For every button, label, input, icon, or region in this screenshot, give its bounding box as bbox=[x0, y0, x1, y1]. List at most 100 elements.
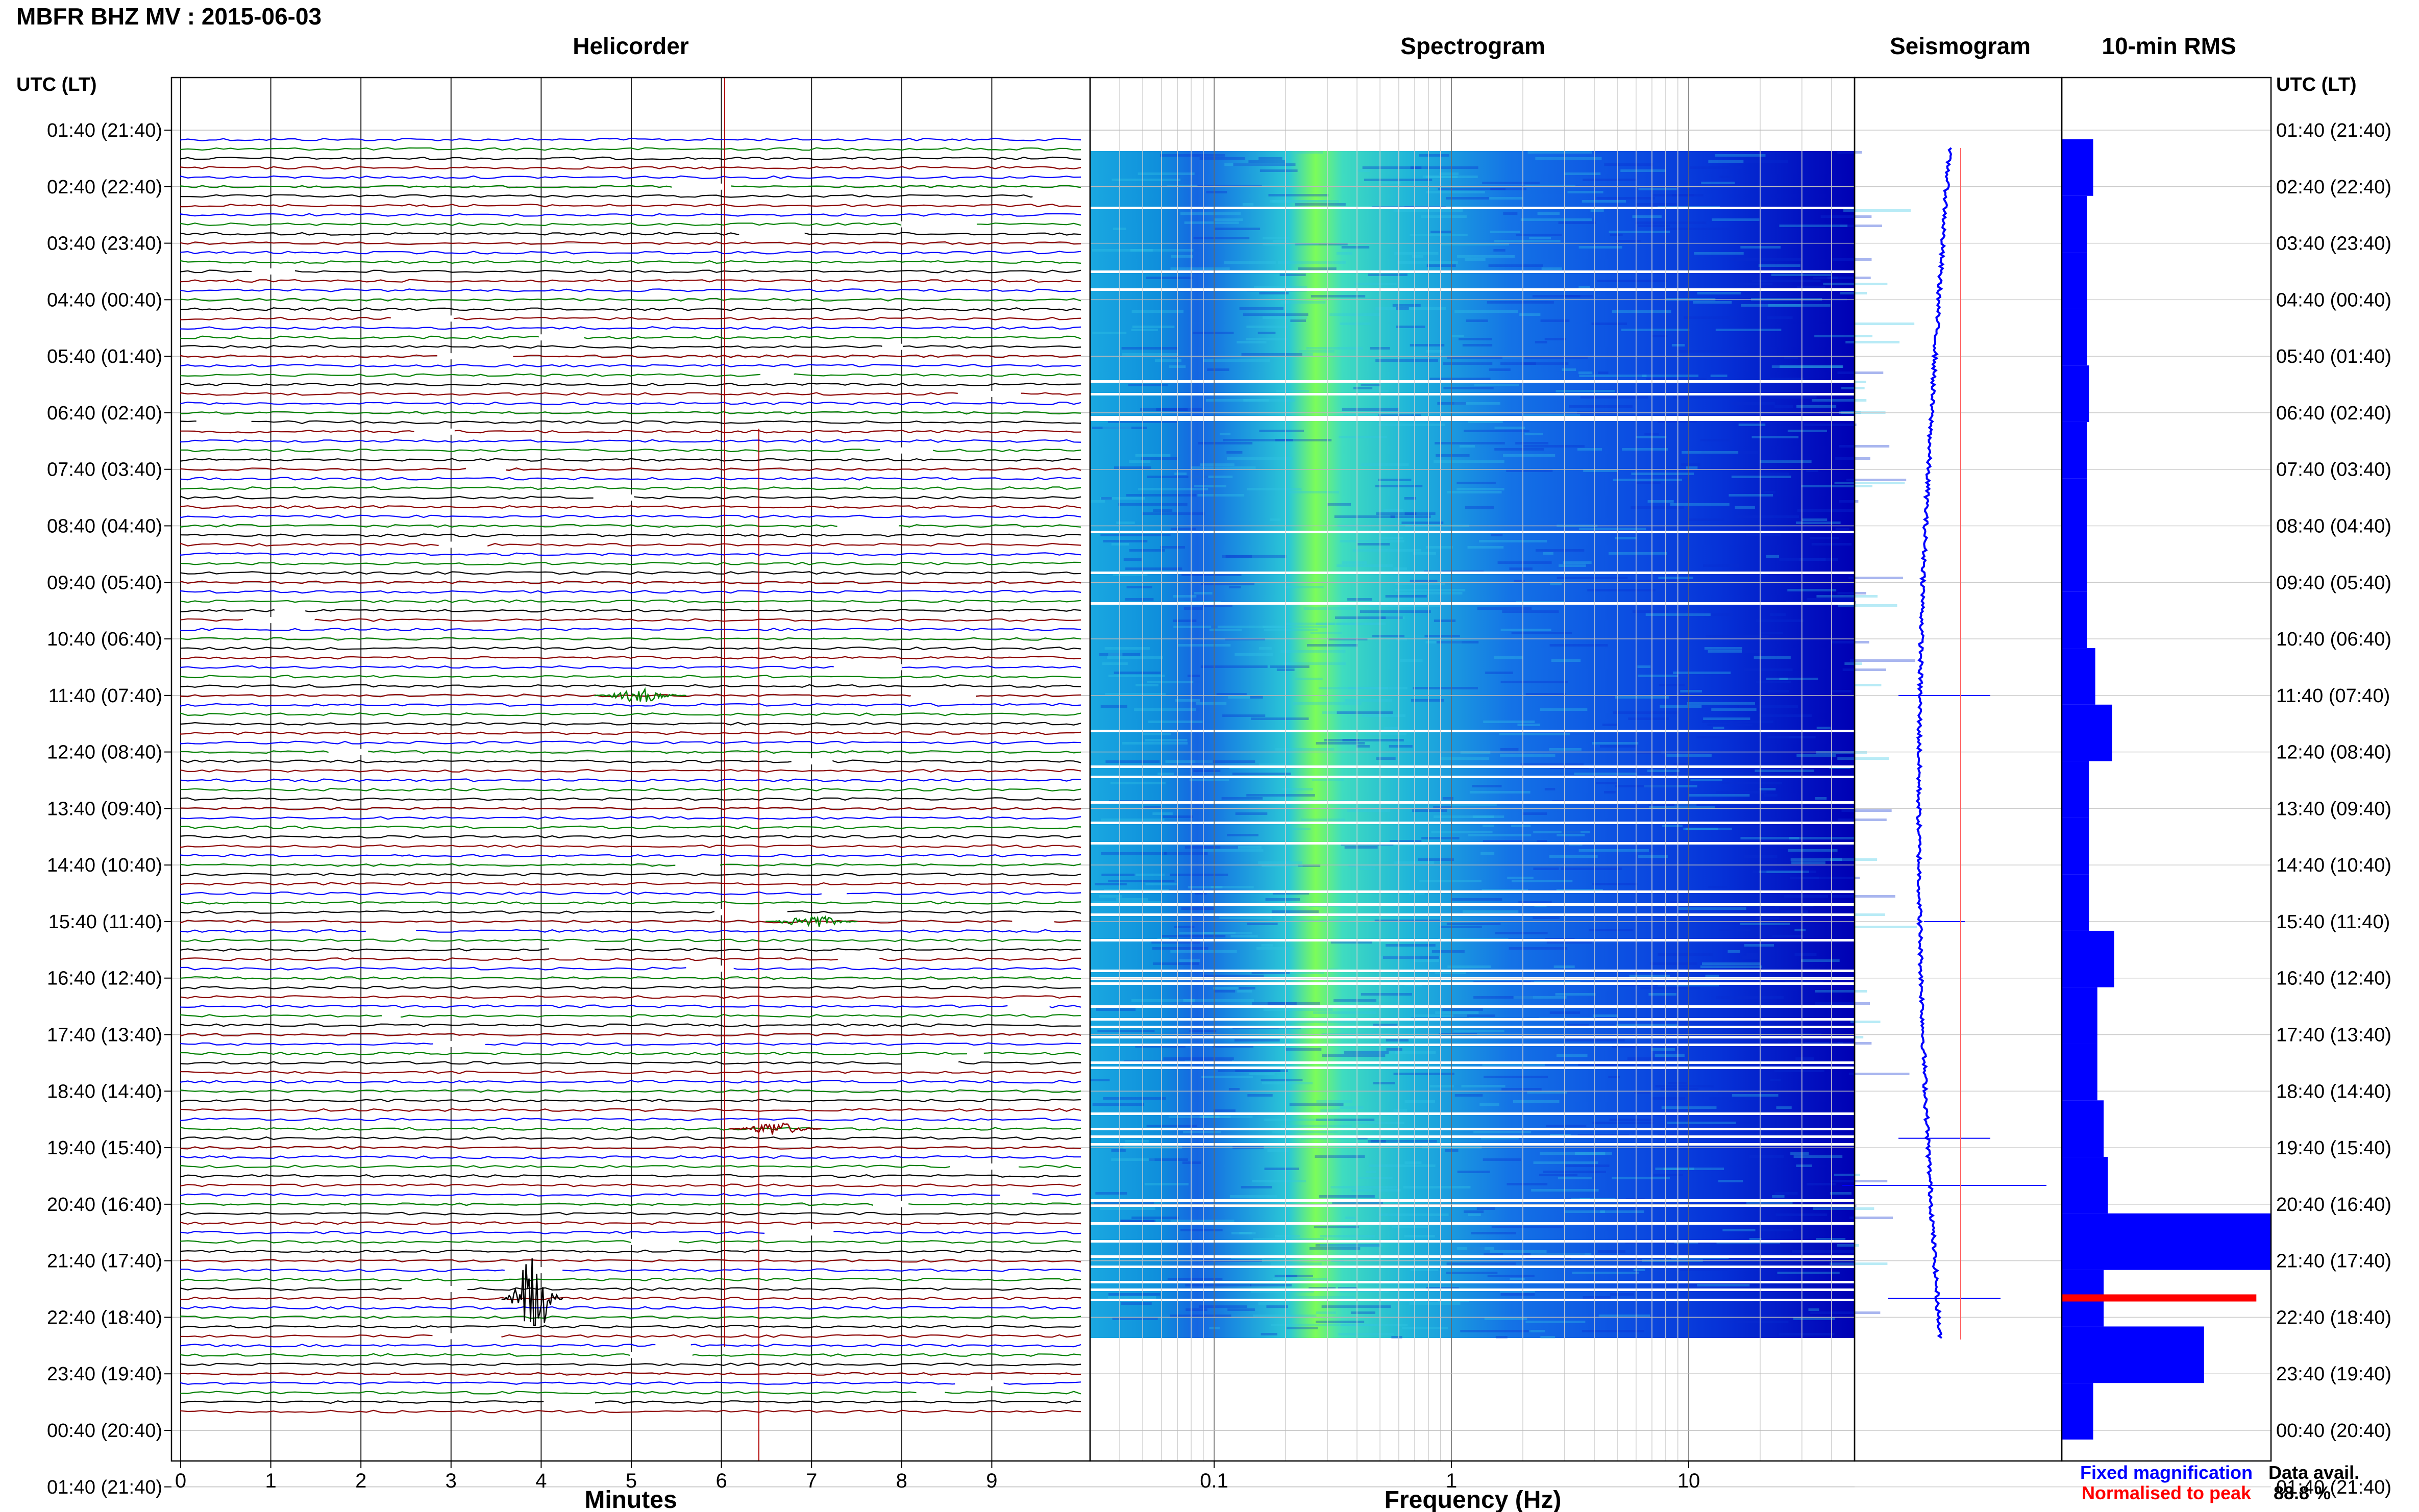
spectrogram-texture bbox=[1131, 329, 1158, 331]
spectrogram-texture bbox=[1391, 1226, 1428, 1228]
time-label-left: 21:40 (17:40) bbox=[47, 1251, 162, 1272]
spectrogram-texture bbox=[1467, 546, 1504, 549]
spectrogram-texture bbox=[1790, 1152, 1809, 1155]
spectrogram-texture bbox=[1751, 280, 1767, 282]
spectrogram-texture bbox=[1457, 1171, 1490, 1173]
spectrogram-texture bbox=[1207, 368, 1229, 371]
spectrogram-texture bbox=[1611, 1177, 1670, 1179]
helicorder-xlabel: Minutes bbox=[584, 1486, 677, 1512]
spectrogram-texture bbox=[1567, 191, 1603, 193]
spectrogram-texture bbox=[1683, 828, 1732, 830]
spectrogram-texture bbox=[1336, 623, 1386, 625]
spectrogram-texture bbox=[1426, 1287, 1459, 1290]
spectrogram-texture bbox=[1272, 892, 1310, 895]
spectrogram-texture bbox=[1114, 466, 1151, 469]
rms-bar bbox=[2062, 591, 2087, 649]
spectrogram-texture bbox=[1273, 240, 1290, 242]
spectrogram-texture bbox=[1472, 785, 1502, 787]
spectrogram-texture bbox=[1152, 947, 1208, 950]
helicorder-data-gap bbox=[833, 664, 902, 671]
spectrogram-texture bbox=[1295, 678, 1323, 680]
spectrogram-texture bbox=[1799, 558, 1826, 561]
helicorder-trace bbox=[180, 1259, 1081, 1263]
rms-bar bbox=[2062, 309, 2087, 366]
spectrogram-texture bbox=[1638, 855, 1668, 858]
spectrogram-texture bbox=[1688, 794, 1750, 797]
spectrogram-texture bbox=[1670, 901, 1693, 904]
spectrogram-texture bbox=[1787, 589, 1837, 591]
spectrogram-texture bbox=[1513, 1100, 1560, 1103]
spectrogram-texture bbox=[1295, 203, 1346, 206]
spectrogram-texture bbox=[1195, 892, 1207, 895]
fixed-magnification-label: Fixed magnification bbox=[2080, 1462, 2253, 1483]
spectrogram-texture bbox=[1522, 1253, 1585, 1256]
spectrogram-texture bbox=[1220, 433, 1231, 435]
spectrogram-texture bbox=[1830, 858, 1878, 861]
spectrogram-texture bbox=[1230, 935, 1258, 937]
time-label-left: 14:40 (10:40) bbox=[47, 855, 162, 876]
right-axis-label: UTC (LT) bbox=[2276, 74, 2357, 95]
spectrogram-texture bbox=[1116, 522, 1135, 524]
spectrogram-texture bbox=[1393, 1073, 1454, 1075]
spectrogram-texture bbox=[1823, 283, 1888, 285]
spectrogram-texture bbox=[1260, 169, 1298, 172]
spectrogram-texture bbox=[1540, 1336, 1556, 1339]
spectrogram-texture bbox=[1170, 267, 1230, 270]
helicorder-event bbox=[501, 1258, 563, 1327]
spectrogram-texture bbox=[1376, 512, 1417, 515]
helicorder-trace bbox=[180, 1211, 1081, 1216]
spectrogram-texture bbox=[1511, 632, 1572, 634]
spectrogram-texture bbox=[1283, 662, 1346, 665]
spectrogram-texture bbox=[1678, 350, 1747, 353]
spectrogram-texture bbox=[1671, 344, 1685, 346]
spectrogram-texture bbox=[1648, 993, 1677, 996]
time-label-left: 16:40 (12:40) bbox=[47, 968, 162, 989]
spectrogram-texture bbox=[1249, 1073, 1275, 1075]
spectrogram-texture bbox=[1222, 555, 1287, 558]
helicorder-trace bbox=[180, 1381, 1081, 1385]
spectrogram-texture bbox=[1391, 1336, 1402, 1339]
spectrogram-texture bbox=[1628, 717, 1669, 720]
spectrogram-texture bbox=[1389, 745, 1413, 748]
helicorder-trace bbox=[180, 430, 1081, 434]
spectrogram-texture bbox=[1653, 1174, 1684, 1176]
spectrogram-texture bbox=[1649, 806, 1715, 809]
helicorder-trace bbox=[180, 590, 1081, 594]
helicorder-data-gap bbox=[549, 947, 595, 953]
spectrogram-texture bbox=[1112, 179, 1181, 181]
helicorder-data-gap bbox=[949, 1163, 1019, 1170]
rms-bar bbox=[2062, 817, 2089, 875]
spectrogram-texture bbox=[1830, 1262, 1888, 1265]
time-label-left: 03:40 (23:40) bbox=[47, 233, 162, 255]
spectrogram-texture bbox=[1816, 727, 1831, 729]
spectrogram-texture bbox=[1523, 840, 1537, 842]
spectrogram-texture bbox=[1506, 469, 1553, 472]
spectrogram-texture bbox=[1384, 727, 1399, 729]
helicorder-data-gap bbox=[791, 758, 833, 765]
spectrogram-texture bbox=[1830, 1192, 1852, 1195]
helicorder-data-gap bbox=[967, 1050, 984, 1057]
spectrogram-texture bbox=[1689, 518, 1724, 521]
spectrogram-gap bbox=[1090, 380, 1855, 383]
spectrogram-texture bbox=[1831, 895, 1895, 898]
spectrogram-texture bbox=[1235, 812, 1268, 815]
helicorder-trace bbox=[180, 524, 1081, 528]
rms-bar bbox=[2062, 1326, 2204, 1383]
spectrogram-texture bbox=[1321, 1305, 1391, 1308]
spectrogram-texture bbox=[1264, 1168, 1299, 1170]
spectrogram-texture bbox=[1770, 613, 1786, 616]
spectrogram-texture bbox=[1337, 564, 1393, 567]
spectrogram-texture bbox=[1660, 705, 1702, 708]
helicorder-trace bbox=[180, 1306, 1081, 1310]
spectrogram-texture bbox=[1170, 1315, 1231, 1317]
spectrogram-texture bbox=[1740, 837, 1799, 839]
spectrogram-texture bbox=[1779, 558, 1838, 561]
spectrogram-texture bbox=[1800, 959, 1840, 962]
helicorder-data-gap bbox=[242, 617, 315, 624]
spectrogram-texture bbox=[1451, 898, 1502, 901]
spectrogram-texture bbox=[1750, 298, 1822, 301]
spectrogram-texture bbox=[1368, 274, 1408, 276]
helicorder-trace bbox=[180, 1334, 1081, 1338]
helicorder-trace bbox=[180, 288, 1081, 292]
spectrogram-texture bbox=[1212, 1045, 1254, 1048]
